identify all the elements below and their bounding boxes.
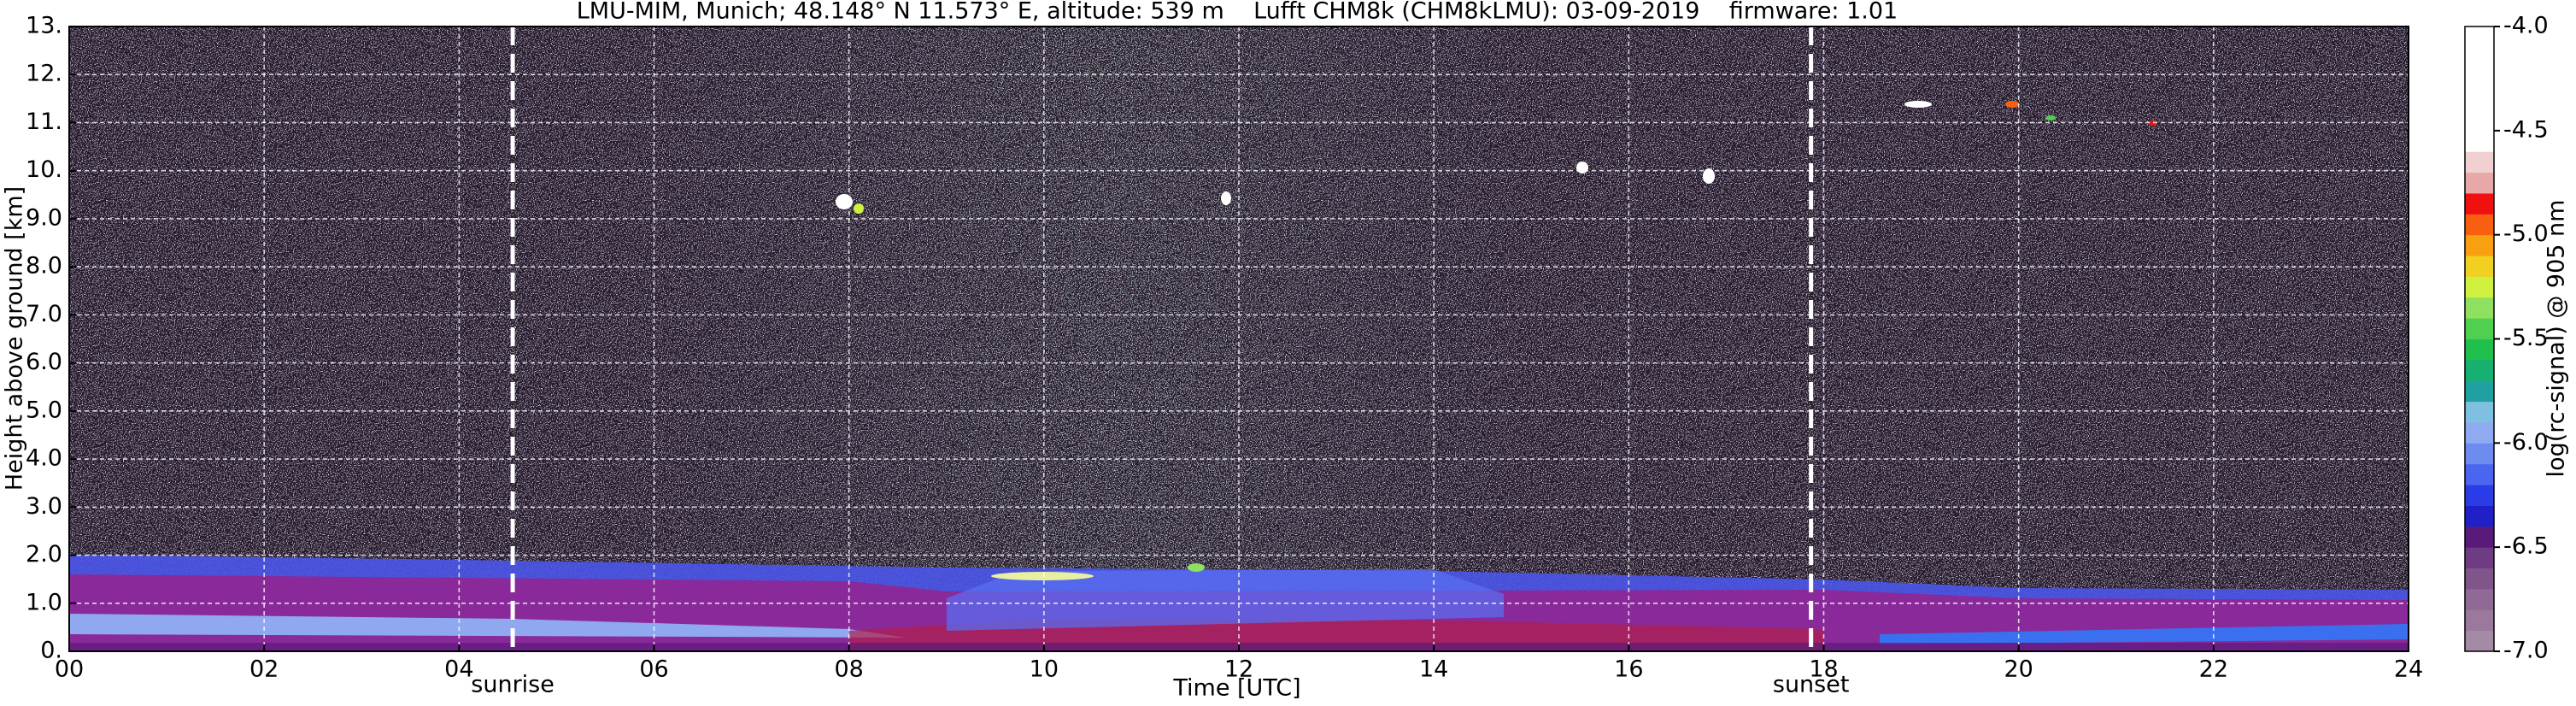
x-tick-label: 18	[1809, 656, 1838, 683]
colorbar-segment	[2465, 568, 2494, 590]
event-label: sunrise	[471, 672, 555, 698]
colorbar-segment	[2465, 192, 2494, 215]
y-tick-label: 13.	[26, 13, 62, 39]
aerosol-layer	[1880, 624, 2409, 644]
colorbar-segment	[2465, 609, 2494, 632]
x-tick-label: 08	[834, 656, 863, 683]
aerosol-layer	[69, 614, 906, 638]
colorbar-segment	[2465, 256, 2494, 277]
cloud	[1576, 162, 1588, 174]
y-tick-label: 4.0	[26, 445, 62, 472]
colorbar-tick-label: -6.0	[2503, 429, 2549, 456]
colorbar-segment	[2465, 505, 2494, 527]
y-tick-label: 6.0	[26, 349, 62, 375]
colorbar-segment	[2465, 276, 2494, 298]
y-tick-label: 2.0	[26, 541, 62, 568]
colorbar-segment	[2465, 359, 2494, 381]
mixing-layer	[947, 569, 1504, 631]
colorbar-segment	[2465, 214, 2494, 236]
colorbar-segment	[2465, 443, 2494, 465]
x-tick-label: 20	[2004, 656, 2033, 683]
y-tick-label: 0.	[40, 638, 62, 664]
x-tick-label: 12	[1224, 656, 1253, 683]
colorbar-segment	[2465, 297, 2494, 319]
x-tick-label: 02	[249, 656, 279, 683]
event-label: sunset	[1773, 672, 1850, 698]
x-tick-label: 04	[444, 656, 473, 683]
colorbar-segment	[2465, 172, 2494, 194]
colorbar-segment	[2465, 421, 2494, 444]
colorbar-segment	[2465, 380, 2494, 403]
colorbar-segment	[2465, 26, 2494, 152]
y-tick-label: 3.0	[26, 493, 62, 520]
cloud	[854, 203, 864, 214]
plot-frame	[68, 26, 2409, 652]
y-tick-label: 11.	[26, 109, 62, 135]
x-tick-label: 22	[2199, 656, 2228, 683]
cloud	[836, 194, 853, 209]
x-tick-label: 14	[1419, 656, 1448, 683]
colorbar-segment	[2465, 588, 2494, 610]
colorbar-segment	[2465, 526, 2494, 548]
colorbar-segment	[2465, 318, 2494, 339]
cloud	[1221, 191, 1231, 205]
cloud	[1188, 563, 1205, 572]
y-tick-label: 5.0	[26, 397, 62, 423]
colorbar-segment	[2465, 463, 2494, 485]
cloud	[2045, 115, 2056, 121]
colorbar-tick-label: -7.0	[2503, 638, 2549, 664]
colorbar-tick-label: -6.5	[2503, 533, 2549, 560]
y-tick-label: 9.0	[26, 204, 62, 231]
colorbar-tick-label: -5.0	[2503, 221, 2549, 247]
colorbar-segment	[2465, 547, 2494, 569]
colorbar-tick-label: -5.5	[2503, 325, 2549, 351]
x-tick-label: 06	[639, 656, 668, 683]
colorbar-label: log(rc-signal) @ 905 nm	[2544, 200, 2570, 478]
y-tick-label: 12.	[26, 61, 62, 87]
cloud	[991, 572, 1094, 580]
y-tick-label: 8.0	[26, 253, 62, 279]
cloud	[1904, 101, 1932, 108]
x-tick-label: 10	[1030, 656, 1059, 683]
cloud	[2005, 101, 2019, 108]
cloud	[1703, 168, 1715, 184]
x-axis-label: Time [UTC]	[1172, 675, 1300, 702]
y-tick-label: 7.0	[26, 301, 62, 327]
colorbar-tick-label: -4.0	[2503, 13, 2549, 39]
y-tick-label: 1.0	[26, 589, 62, 615]
x-tick-label: 24	[2394, 656, 2423, 683]
colorbar-segment	[2465, 234, 2494, 256]
colorbar-segment	[2465, 630, 2494, 652]
colorbar-segment	[2465, 151, 2494, 174]
colorbar-segment	[2465, 338, 2494, 361]
x-tick-label: 00	[55, 656, 84, 683]
colorbar-tick-label: -4.5	[2503, 116, 2549, 143]
y-tick-label: 10.	[26, 156, 62, 183]
y-axis-label: Height above ground [km]	[2, 186, 28, 491]
colorbar-segment	[2465, 485, 2494, 506]
x-tick-label: 16	[1614, 656, 1643, 683]
chart-title: LMU-MIM, Munich; 48.148° N 11.573° E, al…	[577, 0, 1898, 25]
colorbar-segment	[2465, 401, 2494, 423]
